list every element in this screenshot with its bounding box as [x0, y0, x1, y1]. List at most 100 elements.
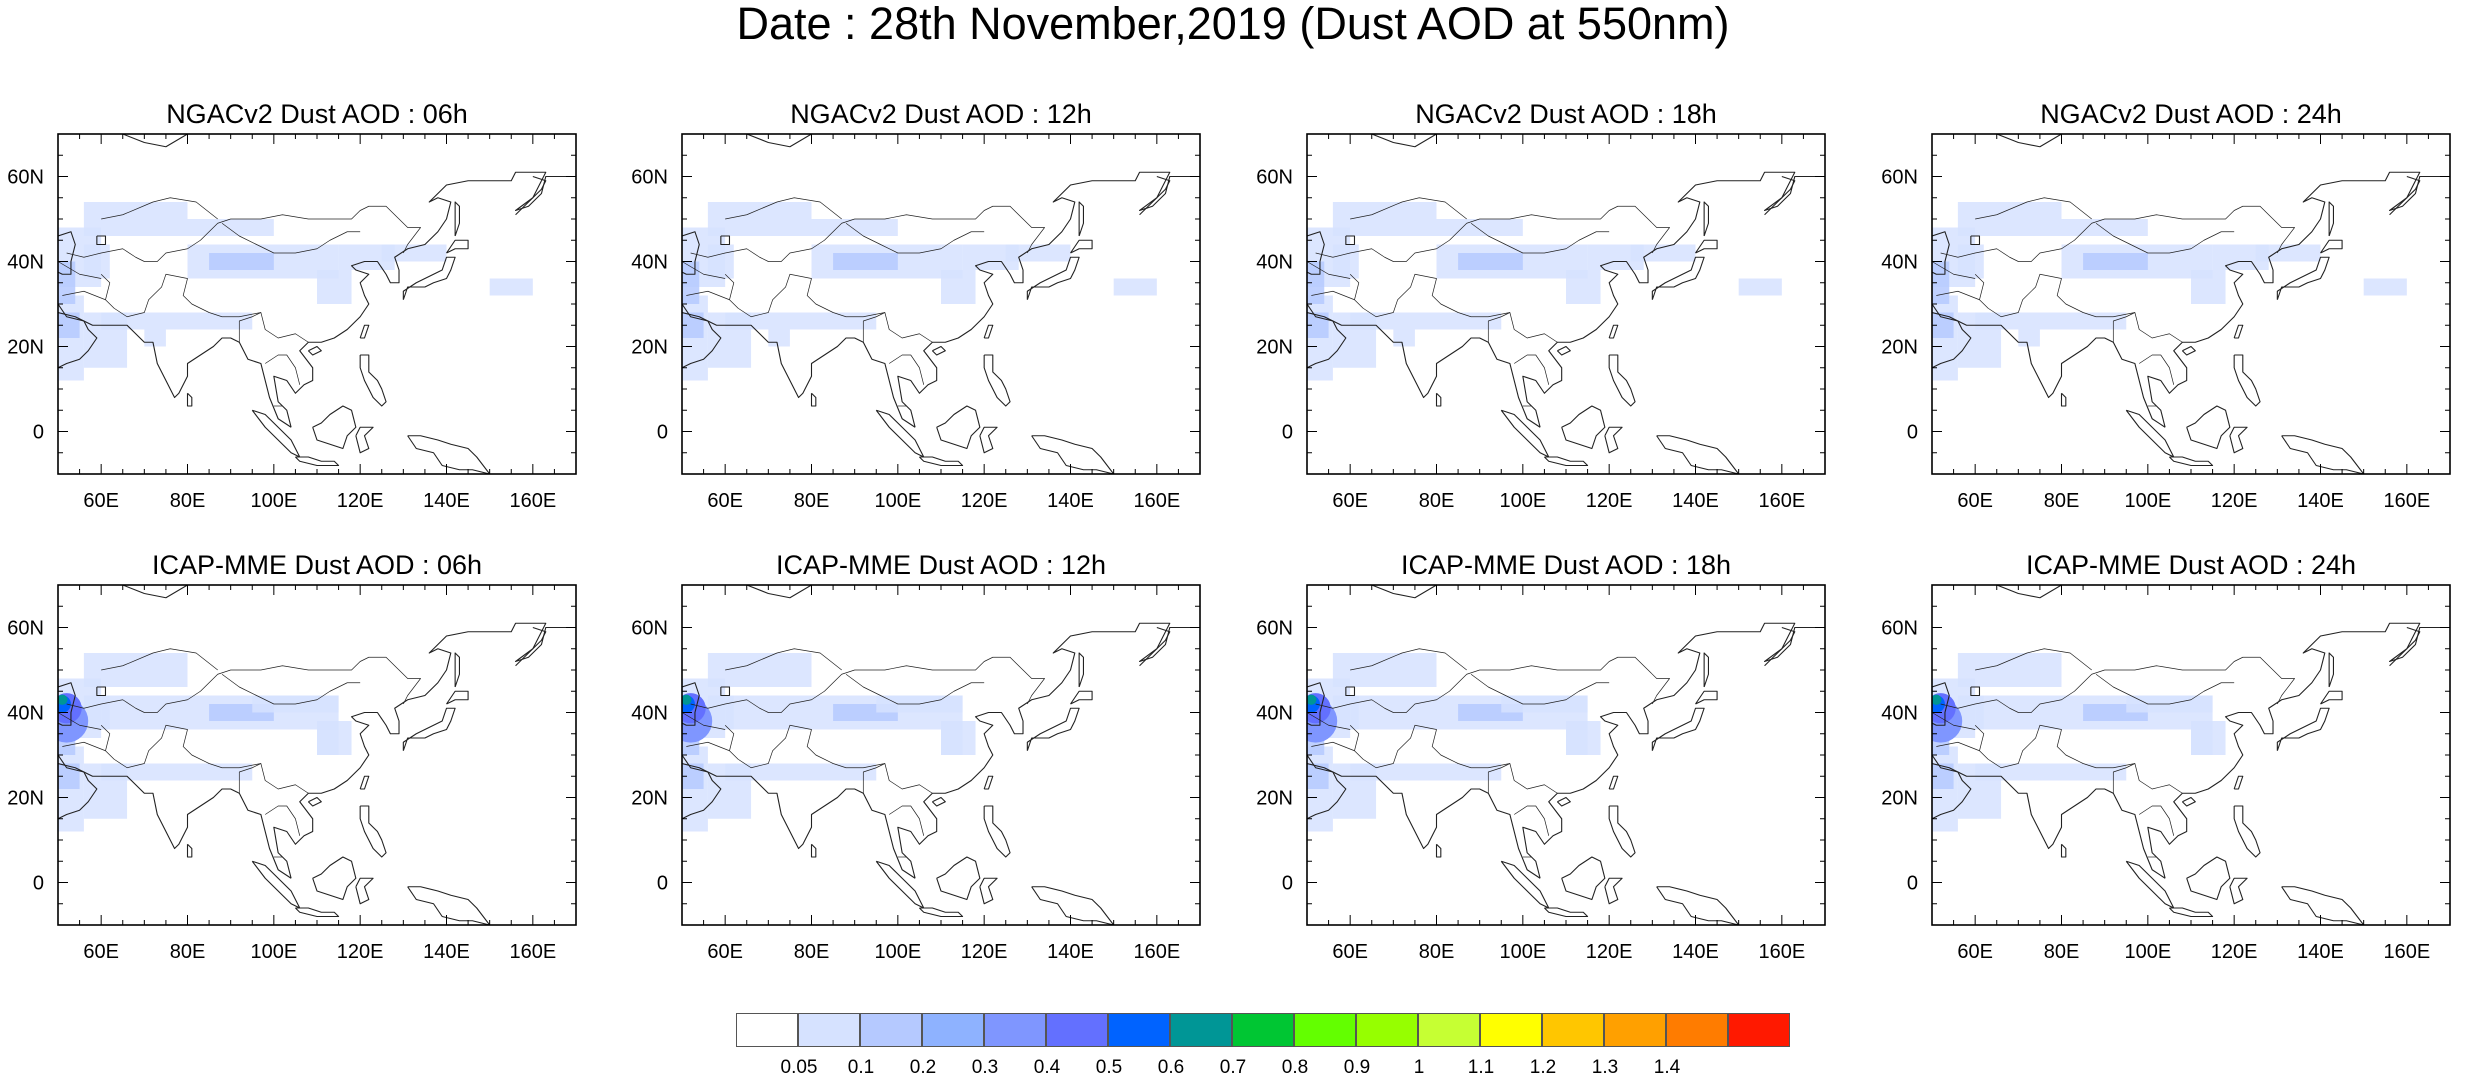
country-border	[2112, 763, 2136, 794]
lat-tick-label: 20N	[7, 337, 44, 359]
country-border	[1350, 197, 1467, 220]
country-border	[862, 312, 886, 343]
coastline	[359, 775, 370, 790]
coastline	[295, 456, 340, 467]
lon-tick-label: 140E	[2297, 490, 2344, 512]
coastline	[1556, 796, 1571, 807]
dust-aod-cell	[1113, 278, 1157, 296]
colorbar-label: 1.3	[1591, 1057, 1619, 1078]
country-border	[1470, 222, 1610, 254]
coastline	[312, 405, 357, 450]
coastline	[407, 886, 491, 925]
colorbar-label: 1	[1413, 1057, 1425, 1078]
colorbar-swatch	[1418, 1013, 1480, 1047]
lat-tick-label: 60N	[1256, 618, 1293, 640]
coastline	[682, 762, 916, 879]
coastline	[515, 626, 547, 667]
dust-aod-cell	[2191, 721, 2213, 755]
dust-hotspot	[682, 694, 692, 705]
coastline	[454, 652, 461, 688]
coastline	[58, 311, 292, 428]
lat-tick-label: 0	[1907, 873, 1918, 895]
dust-aod-cell	[1393, 329, 1415, 347]
coastline	[1522, 622, 1825, 879]
coastline	[1608, 354, 1636, 407]
map-panel: NGACv2 Dust AOD : 12h 60E 80E 100E 120E 140E 1…	[624, 96, 1256, 536]
country-border	[1932, 261, 1976, 279]
coastline	[897, 171, 1200, 428]
coastline	[1307, 311, 1541, 428]
colorbar-label: 0.9	[1343, 1057, 1371, 1078]
country-border	[686, 741, 730, 752]
colorbar-swatch	[1232, 1013, 1294, 1047]
coastline	[931, 796, 946, 807]
coastline	[1031, 886, 1115, 925]
country-border	[1974, 724, 2183, 794]
dust-aod-cell	[317, 721, 339, 755]
lon-tick-label: 60E	[707, 941, 743, 963]
colorbar-label: 0.1	[847, 1057, 875, 1078]
dust-aod-cell	[2018, 329, 2040, 347]
coastline	[1764, 626, 1796, 667]
country-border	[724, 724, 933, 794]
dust-aod-cell	[83, 202, 188, 236]
coastline	[359, 324, 370, 339]
coastline	[58, 682, 76, 726]
colorbar-swatch	[1480, 1013, 1542, 1047]
dust-aod-cell	[101, 312, 253, 330]
coastline	[1932, 231, 1950, 275]
country-border	[66, 205, 421, 262]
dust-aod-cell	[83, 244, 110, 279]
coastline	[2186, 856, 2231, 901]
lon-tick-label: 120E	[1586, 941, 1633, 963]
coastline	[1932, 754, 1972, 820]
country-border	[1940, 205, 2295, 262]
colorbar-label: 1.2	[1529, 1057, 1557, 1078]
dust-aod-cell	[2061, 219, 2148, 236]
colorbar-label: 0.05	[780, 1057, 818, 1078]
coastline	[1522, 171, 1825, 428]
country-border	[62, 290, 106, 301]
country-border	[101, 197, 218, 220]
map-panel: NGACv2 Dust AOD : 24h 60E 80E 100E 120E 140E 1…	[1874, 96, 2466, 536]
dust-aod-cell	[317, 270, 352, 304]
dust-aod-cell	[1630, 244, 1696, 262]
lon-tick-label: 140E	[1672, 941, 1719, 963]
dust-aod-cell	[941, 270, 976, 304]
lon-tick-label: 100E	[874, 941, 921, 963]
lat-tick-label: 60N	[631, 618, 668, 640]
coastline	[979, 877, 998, 905]
country-border	[1349, 724, 1558, 794]
lat-tick-label: 60N	[7, 167, 44, 189]
lon-tick-label: 80E	[2044, 941, 2080, 963]
coastline	[746, 585, 834, 599]
country-border	[1307, 261, 1351, 279]
colorbar-label: 0.3	[971, 1057, 999, 1078]
country-border	[845, 222, 985, 254]
lon-tick-label: 160E	[1758, 941, 1805, 963]
lat-tick-label: 60N	[1881, 167, 1918, 189]
country-border	[1470, 673, 1610, 705]
coastline	[96, 686, 107, 697]
coastline	[355, 426, 374, 454]
coastline	[983, 805, 1011, 858]
lon-tick-label: 120E	[337, 941, 384, 963]
lon-tick-label: 140E	[423, 941, 470, 963]
country-border	[1311, 290, 1355, 301]
lat-tick-label: 20N	[631, 788, 668, 810]
dust-aod-cell	[381, 244, 447, 262]
coastline	[1345, 235, 1356, 246]
country-border	[1349, 273, 1558, 343]
country-border	[1311, 741, 1355, 752]
coastline	[682, 754, 722, 820]
coastline	[746, 134, 834, 148]
coastline	[1070, 690, 1093, 705]
coastline	[1139, 626, 1171, 667]
dust-aod-cell	[209, 253, 274, 270]
country-border	[2095, 673, 2235, 705]
coastline	[979, 426, 998, 454]
coastline	[2233, 805, 2261, 858]
country-border	[690, 656, 1045, 713]
lat-tick-label: 60N	[1881, 618, 1918, 640]
coastline	[2229, 426, 2248, 454]
